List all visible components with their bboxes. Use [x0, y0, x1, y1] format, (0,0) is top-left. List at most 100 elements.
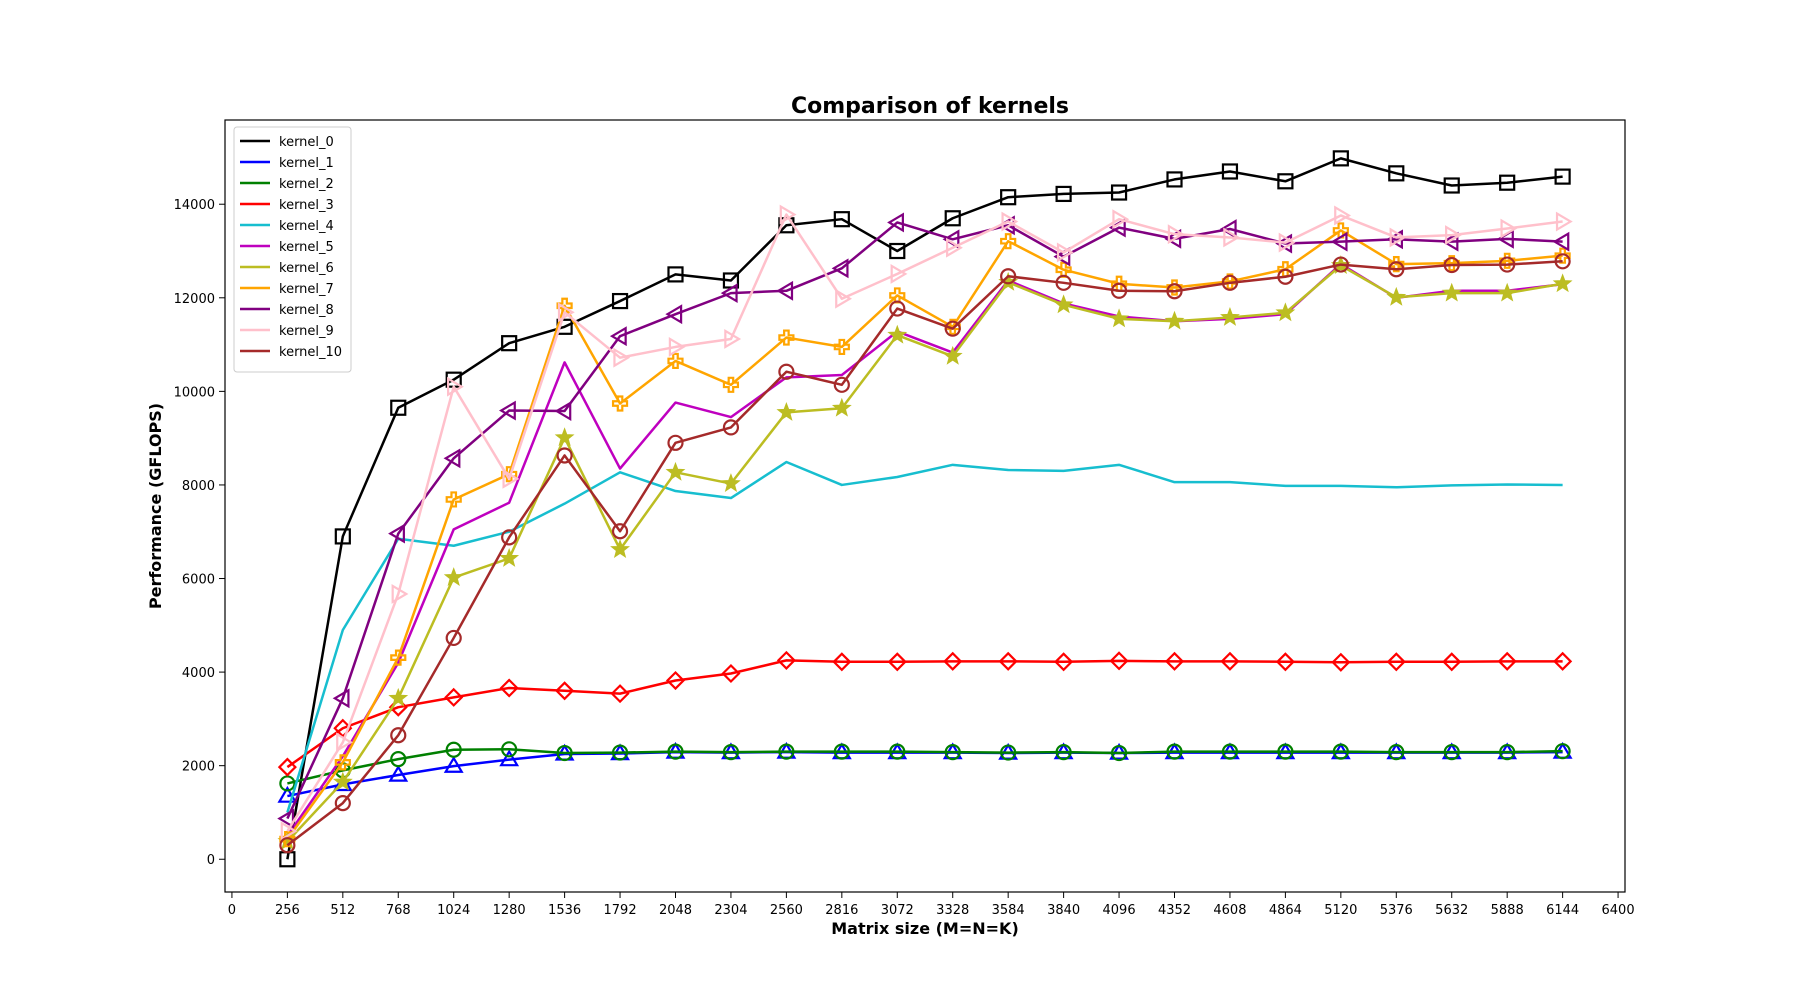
kernel_2-point	[667, 743, 684, 760]
kernel_9-point	[946, 237, 963, 258]
x-tick-label: 4352	[1158, 903, 1191, 918]
kernel_10-point	[1388, 261, 1405, 278]
kernel_9-point	[724, 329, 742, 349]
kernel_9-point	[1223, 227, 1241, 248]
x-tick-label: 2304	[714, 903, 747, 918]
kernel_10-point	[722, 419, 740, 436]
kernel_8-point	[1552, 231, 1570, 252]
kernel_3-series	[277, 650, 1573, 777]
kernel_10-point	[611, 523, 629, 540]
kernel_10-point	[1443, 256, 1460, 274]
kernel_8-point	[332, 688, 350, 709]
legend-label-kernel_4: kernel_4	[279, 219, 334, 234]
kernel_3-point	[610, 684, 630, 704]
kernel_3-point	[665, 670, 686, 691]
kernel_9-line	[286, 213, 1563, 832]
kernel_3-point	[1220, 651, 1240, 671]
kernel_9-point	[280, 821, 298, 842]
kernel_0-point	[390, 399, 407, 416]
x-tick-label: 3584	[992, 903, 1025, 918]
kernel_6-line	[286, 264, 1563, 843]
legend-label-kernel_9: kernel_9	[279, 324, 334, 339]
kernel_9-point	[557, 302, 575, 323]
kernel_0-point	[667, 266, 684, 283]
y-tick-label: 0	[207, 853, 215, 868]
kernel_9-point	[336, 732, 353, 753]
x-tick-label: 2048	[659, 903, 692, 918]
kernel_0-point	[1055, 185, 1072, 203]
kernel_6-point	[388, 687, 409, 707]
kernel_0-point	[1221, 163, 1239, 180]
kernel_8-point	[720, 283, 738, 304]
kernel_10-point	[889, 300, 906, 317]
kernel_9-point	[1500, 218, 1518, 239]
kernel_10-series	[279, 253, 1571, 854]
chart-title: Comparison of kernels	[791, 94, 1069, 119]
kernel_3-point	[1497, 651, 1517, 671]
kernel_2-line	[287, 748, 1563, 785]
kernel_2-point	[1221, 743, 1239, 760]
x-tick-label: 3072	[881, 903, 914, 918]
kernel_4-line	[286, 460, 1563, 813]
kernel_3-point	[887, 652, 907, 672]
kernel_0-point	[1332, 150, 1349, 167]
kernel_8-point	[609, 326, 627, 347]
x-tick-label: 512	[330, 903, 355, 918]
legend-label-kernel_3: kernel_3	[279, 198, 334, 213]
kernel_9-point	[890, 264, 908, 284]
kernel_8-point	[776, 280, 794, 301]
x-tick-label: 1280	[493, 903, 526, 918]
kernel_2-point	[390, 751, 407, 768]
legend-label-kernel_8: kernel_8	[279, 303, 334, 318]
kernel_9-point	[1334, 205, 1352, 226]
kernel_0-line	[286, 157, 1563, 860]
y-tick-label: 10000	[174, 385, 215, 400]
kernel_6-point	[1164, 310, 1185, 330]
kernel_7-series	[279, 222, 1571, 848]
legend: kernel_0 kernel_1 kernel_2 kernel_3 kernel_4…	[233, 126, 352, 373]
kernel_0-point	[1554, 168, 1571, 185]
kernel_3-point	[555, 681, 575, 701]
kernel_3-point	[1442, 652, 1462, 672]
kernel_1-point	[277, 785, 298, 803]
kernel_9-point	[779, 204, 797, 225]
kernel_6-point	[831, 397, 852, 417]
kernel_6-point	[499, 547, 520, 567]
kernel_6-point	[332, 771, 353, 791]
legend-label-kernel_10: kernel_10	[279, 345, 342, 360]
kernel_10-point	[445, 629, 462, 647]
kernel_10-point	[1055, 274, 1072, 291]
kernel_0-point	[1443, 177, 1460, 194]
kernel_0-point	[1499, 174, 1516, 191]
kernel_9-point	[1278, 232, 1296, 253]
kernel_7-point	[778, 329, 795, 346]
legend-label-kernel_1: kernel_1	[279, 156, 334, 171]
kernel_10-point	[1499, 256, 1516, 273]
x-tick-label: 1024	[437, 903, 470, 918]
kernel_2-point	[778, 743, 795, 760]
x-tick-label: 4864	[1269, 903, 1302, 918]
kernel_7-point	[1332, 222, 1349, 239]
kernel_9-point	[1001, 211, 1019, 232]
kernel_7-point	[833, 338, 850, 356]
x-tick-label: 2816	[825, 903, 858, 918]
x-axis-label: Matrix size (M=N=K)	[831, 919, 1019, 938]
kernel_6-point	[776, 402, 797, 421]
kernel_6-point	[665, 461, 686, 481]
kernel_2-point	[833, 743, 850, 760]
legend-label-kernel_7: kernel_7	[279, 282, 334, 297]
kernel_9-point	[502, 468, 520, 489]
y-tick-label: 2000	[182, 760, 215, 775]
legend-box	[233, 126, 352, 373]
x-tick-label: 5120	[1324, 903, 1357, 918]
kernel_8-point	[498, 400, 516, 421]
kernel_3-point	[1386, 652, 1406, 672]
kernel_0-point	[1110, 184, 1128, 201]
kernel_2-point	[611, 744, 629, 761]
kernel_2-point	[1388, 744, 1405, 761]
kernel_0-point	[501, 335, 518, 352]
kernel_10-point	[1110, 282, 1128, 299]
kernel_9-point	[668, 336, 686, 357]
kernel_0-point	[611, 292, 629, 310]
kernel_9-point	[1389, 227, 1407, 248]
